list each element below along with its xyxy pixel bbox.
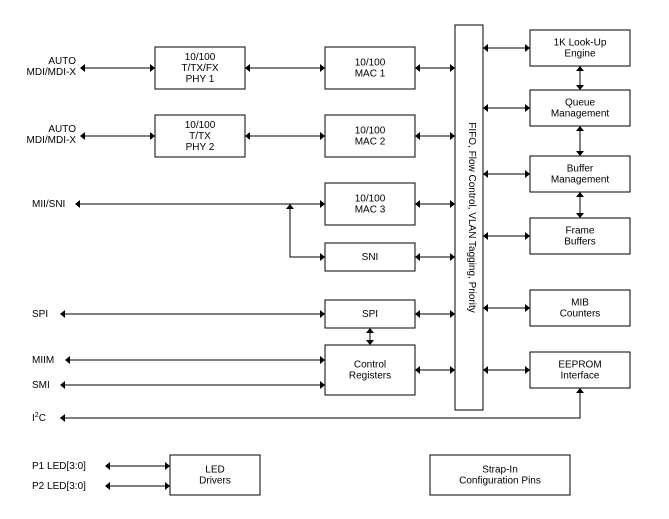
- svg-text:P2 LED[3:0]: P2 LED[3:0]: [32, 481, 86, 492]
- box-mac1: 10/100MAC 1: [325, 47, 415, 89]
- svg-text:PHY 2: PHY 2: [186, 142, 215, 153]
- box-lookup: 1K Look-UpEngine: [530, 30, 630, 66]
- box-cregs: ControlRegisters: [325, 345, 415, 395]
- svg-text:PHY 1: PHY 1: [186, 74, 215, 85]
- svg-text:MAC 1: MAC 1: [355, 69, 386, 80]
- svg-text:Interface: Interface: [561, 371, 600, 382]
- svg-text:Engine: Engine: [564, 49, 596, 60]
- svg-text:FIFO, Flow Control, VLAN Taggi: FIFO, Flow Control, VLAN Tagging, Priori…: [466, 122, 477, 312]
- svg-text:10/100: 10/100: [185, 52, 216, 63]
- box-mac2: 10/100MAC 2: [325, 115, 415, 157]
- svg-text:LED: LED: [205, 465, 224, 476]
- svg-text:Configuration Pins: Configuration Pins: [459, 476, 541, 487]
- box-led: LEDDrivers: [170, 455, 260, 495]
- svg-text:10/100: 10/100: [355, 194, 386, 205]
- box-phy2: 10/100T/TXPHY 2: [155, 115, 245, 157]
- svg-text:AUTO: AUTO: [48, 124, 76, 135]
- box-sni: SNI: [325, 243, 415, 271]
- svg-text:SPI: SPI: [32, 309, 48, 320]
- svg-text:MDI/MDI-X: MDI/MDI-X: [27, 135, 77, 146]
- box-buffer: BufferManagement: [530, 156, 630, 192]
- svg-text:Management: Management: [551, 109, 610, 120]
- svg-text:MIB: MIB: [571, 298, 589, 309]
- svg-text:Buffers: Buffers: [564, 237, 596, 248]
- svg-text:Counters: Counters: [560, 309, 601, 320]
- svg-text:SNI: SNI: [362, 252, 379, 263]
- svg-text:Management: Management: [551, 175, 610, 186]
- svg-text:SPI: SPI: [362, 309, 378, 320]
- svg-text:Frame: Frame: [566, 226, 595, 237]
- svg-text:T/TX: T/TX: [189, 131, 211, 142]
- svg-text:Strap-In: Strap-In: [482, 465, 518, 476]
- box-phy1: 10/100T/TX/FXPHY 1: [155, 47, 245, 89]
- block-diagram: 10/100T/TX/FXPHY 110/100MAC 110/100T/TXP…: [0, 0, 669, 519]
- svg-text:T/TX/FX: T/TX/FX: [181, 63, 219, 74]
- svg-text:10/100: 10/100: [355, 58, 386, 69]
- box-eeprom: EEPROMInterface: [530, 352, 630, 388]
- svg-text:Registers: Registers: [349, 371, 391, 382]
- box-fifo: FIFO, Flow Control, VLAN Tagging, Priori…: [455, 25, 483, 410]
- svg-text:10/100: 10/100: [185, 120, 216, 131]
- svg-text:10/100: 10/100: [355, 126, 386, 137]
- svg-text:1K Look-Up: 1K Look-Up: [554, 38, 607, 49]
- svg-text:MAC 3: MAC 3: [355, 205, 386, 216]
- svg-text:MII/SNI: MII/SNI: [32, 199, 65, 210]
- box-mib: MIBCounters: [530, 290, 630, 326]
- box-frame: FrameBuffers: [530, 218, 630, 254]
- svg-text:Buffer: Buffer: [567, 164, 594, 175]
- svg-text:EEPROM: EEPROM: [558, 360, 601, 371]
- svg-text:MDI/MDI-X: MDI/MDI-X: [27, 67, 77, 78]
- svg-text:Control: Control: [354, 360, 386, 371]
- box-mac3: 10/100MAC 3: [325, 183, 415, 225]
- svg-text:MAC 2: MAC 2: [355, 137, 386, 148]
- box-queue: QueueManagement: [530, 90, 630, 126]
- svg-text:MIIM: MIIM: [32, 355, 54, 366]
- svg-text:AUTO: AUTO: [48, 56, 76, 67]
- svg-text:SMI: SMI: [32, 380, 50, 391]
- box-strap: Strap-InConfiguration Pins: [430, 455, 570, 495]
- svg-text:Drivers: Drivers: [199, 476, 231, 487]
- svg-text:Queue: Queue: [565, 98, 595, 109]
- svg-text:I2C: I2C: [32, 412, 46, 424]
- box-spi: SPI: [325, 300, 415, 328]
- svg-text:P1 LED[3:0]: P1 LED[3:0]: [32, 461, 86, 472]
